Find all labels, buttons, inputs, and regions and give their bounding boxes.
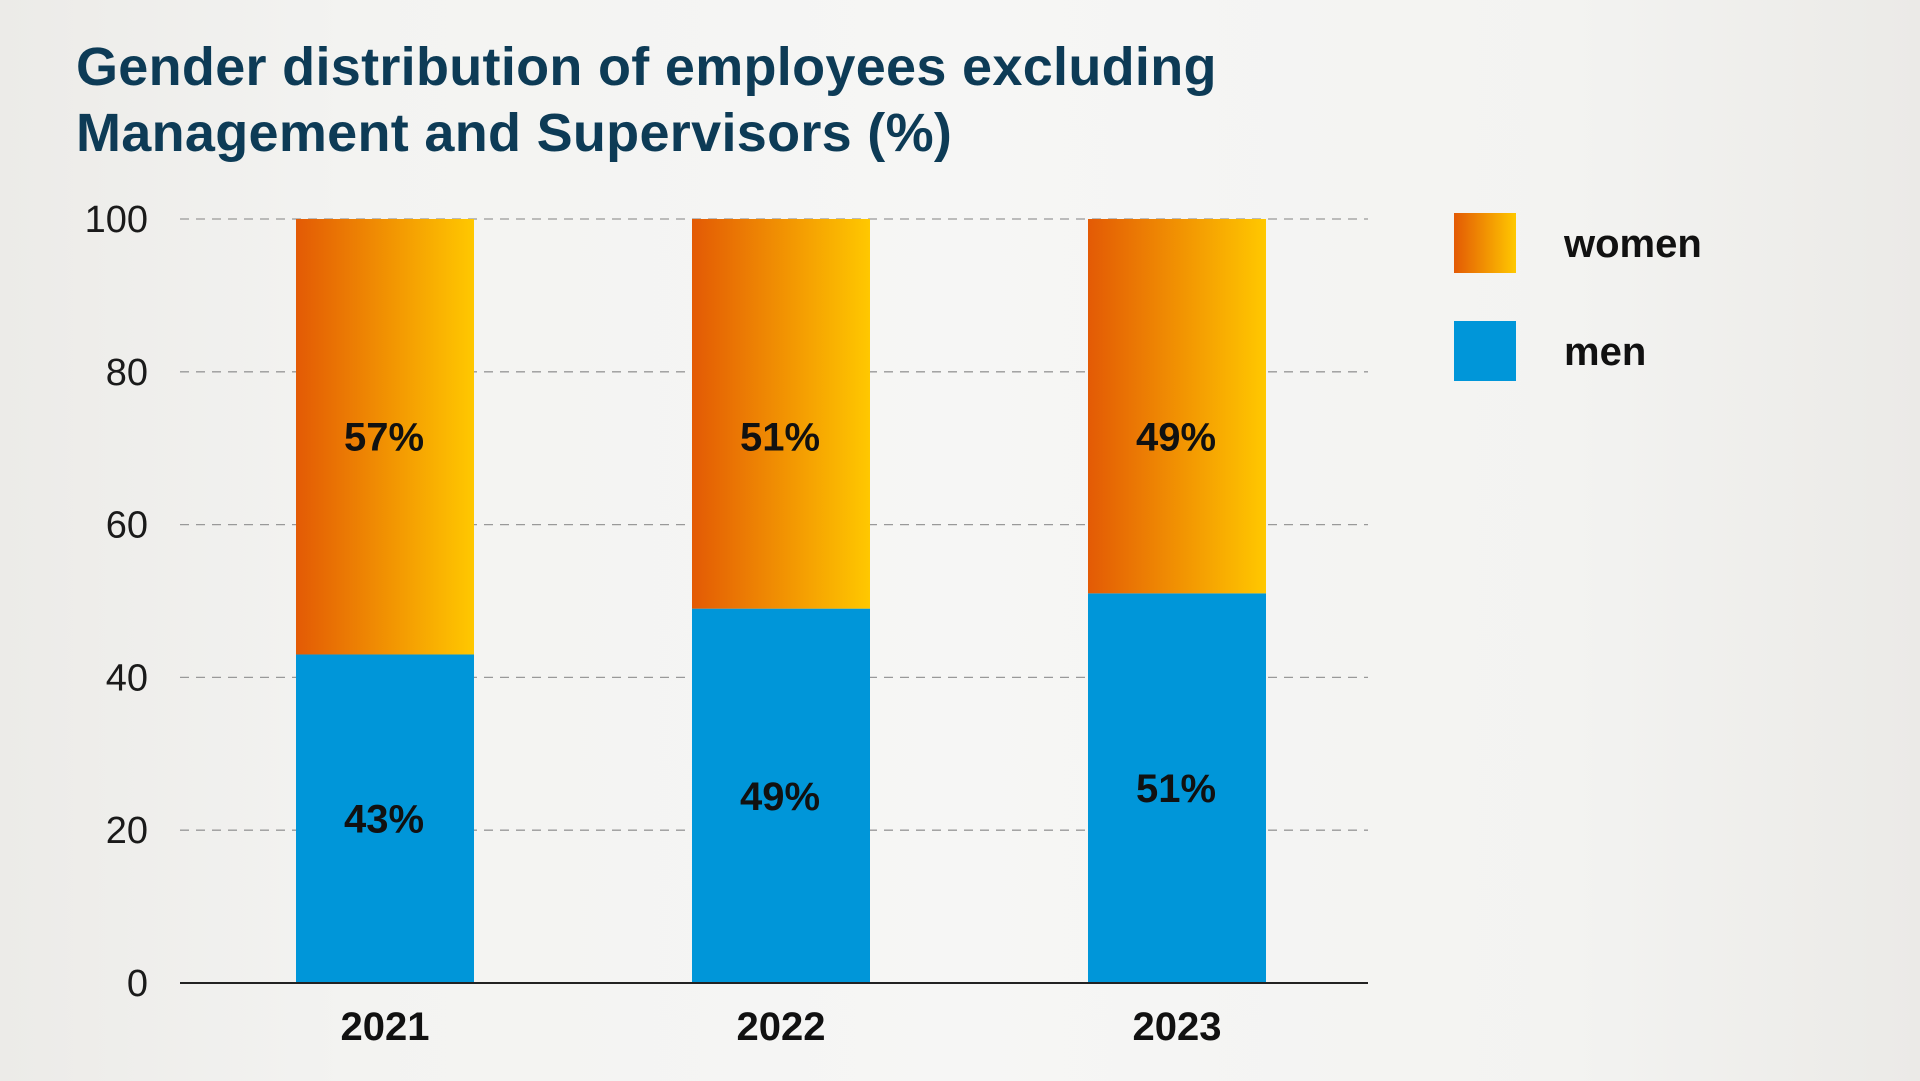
x-tick-label-2021: 2021 [341, 1005, 430, 1049]
bar-men-2023 [1088, 593, 1266, 983]
legend-label-women: women [1563, 222, 1702, 266]
chart-title: Gender distribution of employees excludi… [76, 34, 1326, 166]
legend-label-men: men [1564, 330, 1646, 374]
bar-women-2023 [1088, 219, 1266, 594]
bar-women-2021 [296, 219, 474, 655]
y-tick-label-60: 60 [106, 505, 148, 547]
data-label-men-2022: 49% [740, 775, 820, 819]
chart-title-line-1: Gender distribution of employees excludi… [76, 37, 1217, 97]
x-axis-labels: 2021 2022 2023 [341, 1005, 1222, 1049]
y-tick-label-100: 100 [85, 199, 148, 241]
data-label-women-2022: 51% [740, 416, 820, 460]
x-tick-label-2023: 2023 [1133, 1005, 1222, 1049]
legend: women men [1454, 213, 1702, 381]
legend-swatch-men [1454, 321, 1516, 381]
bar-men-2021 [296, 654, 474, 983]
data-label-men-2021: 43% [344, 798, 424, 842]
data-label-women-2023: 49% [1136, 416, 1216, 460]
y-tick-label-40: 40 [106, 657, 148, 699]
y-tick-label-20: 20 [106, 810, 148, 852]
data-label-women-2021: 57% [344, 416, 424, 460]
chart-title-line-2: Management and Supervisors (%) [76, 103, 953, 163]
y-tick-label-0: 0 [127, 963, 148, 1005]
legend-swatch-women [1454, 213, 1516, 273]
y-tick-label-80: 80 [106, 352, 148, 394]
y-axis-ticks: 0 20 40 60 80 100 [85, 199, 148, 1005]
x-tick-label-2022: 2022 [737, 1005, 826, 1049]
bar-men-2022 [692, 608, 870, 983]
bars: 43% 57% 49% 51% 51% 49% [296, 219, 1266, 983]
bar-women-2022 [692, 219, 870, 609]
data-label-men-2023: 51% [1136, 767, 1216, 811]
